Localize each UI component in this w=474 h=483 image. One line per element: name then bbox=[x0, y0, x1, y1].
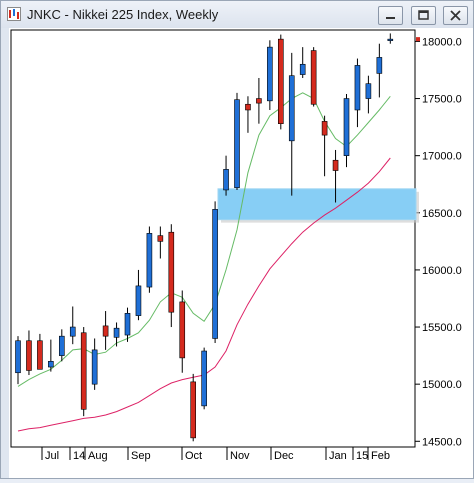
candle-body bbox=[26, 340, 32, 371]
x-tick-label: 14 bbox=[73, 450, 85, 462]
candle-body bbox=[299, 63, 306, 75]
chart-area[interactable]: 14500.0 15000.0 15500.0 16000.0 16500.0 17000… bbox=[9, 28, 473, 478]
candle-body bbox=[48, 361, 54, 368]
y-tick-label: 17000.0 bbox=[422, 151, 462, 163]
x-tick-label: Nov bbox=[230, 450, 250, 462]
candle-body bbox=[124, 313, 131, 336]
candle-body bbox=[201, 350, 207, 407]
candle-body bbox=[102, 325, 109, 337]
x-tick-label: Oct bbox=[185, 450, 202, 462]
support-zone bbox=[217, 188, 417, 221]
moving-average-short-line bbox=[17, 92, 391, 387]
x-tick-label: Feb bbox=[371, 450, 390, 462]
x-tick-label: Jul bbox=[45, 450, 59, 462]
y-tick-label: 16000.0 bbox=[422, 265, 462, 277]
candle-body bbox=[80, 332, 87, 410]
candle-body bbox=[267, 46, 273, 102]
candle-body bbox=[288, 75, 295, 142]
last-price-marker bbox=[416, 37, 420, 42]
restore-button[interactable] bbox=[411, 6, 436, 25]
candle-body bbox=[376, 57, 383, 74]
close-button[interactable] bbox=[443, 6, 468, 25]
y-tick-label: 16500.0 bbox=[422, 208, 462, 220]
candle-body bbox=[245, 103, 251, 111]
y-tick-label: 18000.0 bbox=[422, 36, 462, 48]
candle-body bbox=[234, 99, 240, 188]
candle-body bbox=[365, 83, 372, 99]
candle-body bbox=[37, 340, 43, 370]
y-tick-label: 15500.0 bbox=[422, 322, 462, 334]
candle-body bbox=[387, 38, 394, 41]
x-tick-label: 15 bbox=[356, 450, 368, 462]
window-title: JNKC - Nikkei 225 Index, Weekly bbox=[27, 7, 219, 22]
candle-body bbox=[135, 285, 142, 316]
restore-icon bbox=[418, 10, 429, 20]
close-icon bbox=[450, 10, 461, 21]
candle-body bbox=[91, 349, 98, 385]
minimize-icon bbox=[386, 17, 395, 19]
candle-body bbox=[113, 327, 120, 338]
candle-body bbox=[332, 159, 339, 171]
candle-body bbox=[157, 235, 164, 242]
chart-app-icon bbox=[7, 7, 21, 21]
candle-body bbox=[310, 50, 317, 105]
minimize-button[interactable] bbox=[378, 6, 403, 25]
candle-body bbox=[212, 209, 218, 339]
candle-body bbox=[277, 38, 284, 124]
x-tick-label: Aug bbox=[88, 450, 108, 462]
x-tick-label: Jan bbox=[329, 450, 347, 462]
candle-body bbox=[223, 169, 229, 191]
x-tick-label: Dec bbox=[274, 450, 294, 462]
y-tick-label: 17500.0 bbox=[422, 94, 462, 106]
title-bar[interactable]: JNKC - Nikkei 225 Index, Weekly bbox=[1, 1, 473, 28]
candle-body bbox=[321, 121, 328, 136]
y-tick-label: 15000.0 bbox=[422, 379, 462, 391]
candle-body bbox=[15, 340, 21, 374]
candle-body bbox=[168, 231, 175, 313]
candlestick-chart[interactable]: 14500.0 15000.0 15500.0 16000.0 16500.0 17000… bbox=[9, 28, 473, 478]
candle-body bbox=[190, 381, 196, 439]
candle-body bbox=[354, 65, 361, 111]
x-tick-label: Sep bbox=[131, 450, 151, 462]
candle-body bbox=[146, 233, 153, 288]
candle-body bbox=[256, 98, 262, 104]
candle-body bbox=[69, 326, 76, 337]
candle-body bbox=[58, 335, 65, 356]
candle-body bbox=[343, 98, 350, 156]
y-tick-label: 14500.0 bbox=[422, 436, 462, 448]
candle-body bbox=[179, 301, 186, 359]
